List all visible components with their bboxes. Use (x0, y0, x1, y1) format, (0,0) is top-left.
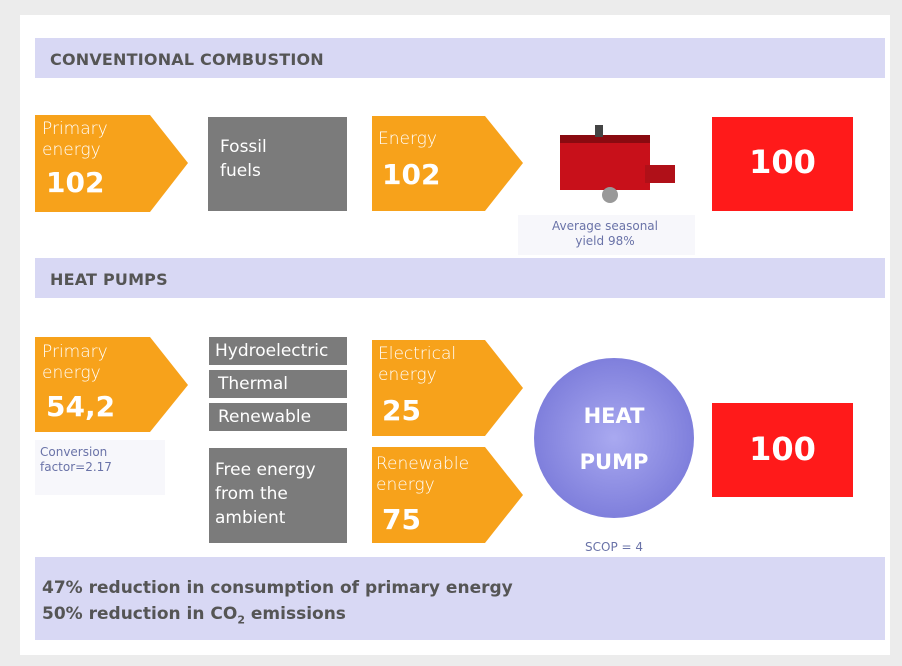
result-box (712, 403, 853, 497)
label: Electrical energy (378, 344, 457, 385)
result: 100 (749, 143, 816, 181)
label: Energy (378, 129, 437, 149)
subscript: 2 (237, 613, 245, 627)
header-bar (35, 258, 885, 298)
section-title: HEAT PUMPS (50, 270, 168, 289)
label: Primary energy (42, 342, 108, 383)
source-box (209, 448, 347, 543)
label: Free energy from the ambient (215, 460, 316, 528)
label: Primary energy (42, 119, 108, 160)
caption-box (35, 440, 165, 495)
value: 54,2 (46, 390, 116, 423)
result: 100 (749, 430, 816, 468)
value: 102 (46, 166, 105, 199)
text: 50% reduction in CO (42, 604, 238, 624)
caption: Conversion factor=2.17 (40, 445, 112, 474)
arrow (35, 115, 188, 212)
header-bar (35, 38, 885, 78)
label: Renewable (218, 407, 312, 427)
heat-pump-circle (534, 358, 694, 518)
caption-box (518, 215, 695, 255)
label: Renewable energy (376, 454, 470, 495)
arrow (372, 116, 523, 211)
arrow (372, 340, 523, 436)
text: emissions (244, 604, 346, 624)
source-box (208, 117, 347, 211)
value: 75 (382, 503, 421, 536)
caption: SCOP = 4 (585, 540, 643, 554)
summary-line: 50% reduction in CO2 emissions (42, 604, 346, 626)
caption: Average seasonal yield 98% (552, 219, 658, 248)
section-title: CONVENTIONAL COMBUSTION (50, 50, 324, 69)
arrow (372, 447, 523, 543)
source-box (209, 337, 347, 365)
arrow (35, 337, 188, 432)
heat-pump-label: HEAT PUMP (579, 404, 649, 474)
label: Fossil fuels (220, 137, 267, 181)
result-box (712, 117, 853, 211)
summary-line: 47% reduction in consumption of primary … (42, 578, 513, 598)
source-box (209, 403, 347, 431)
value: 102 (382, 158, 441, 191)
source-box (209, 370, 347, 398)
value: 25 (382, 394, 421, 427)
label: Hydroelectric (215, 341, 329, 361)
label: Thermal (218, 374, 289, 394)
boiler-icon (560, 125, 675, 203)
summary-box (35, 557, 885, 640)
